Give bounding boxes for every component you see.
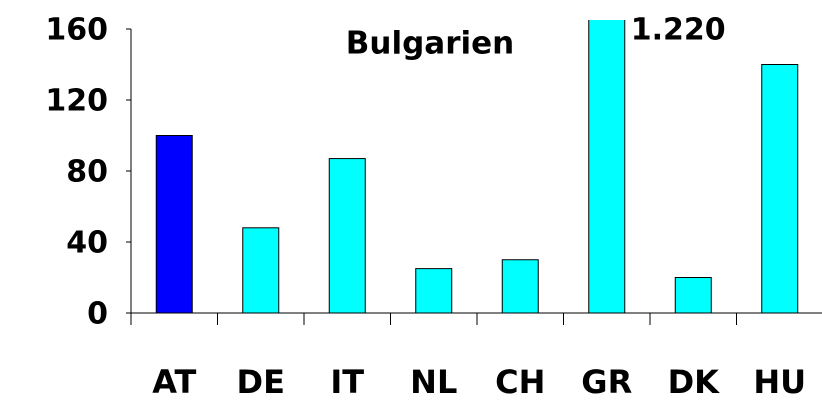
chart-title: Bulgarien bbox=[346, 26, 514, 62]
y-tick-label: 80 bbox=[66, 155, 108, 190]
x-tick-label: DK bbox=[668, 363, 721, 401]
bar bbox=[415, 268, 453, 314]
y-tick-label: 120 bbox=[45, 84, 108, 119]
bar bbox=[588, 20, 626, 314]
value-label: 1.220 bbox=[631, 13, 726, 48]
y-tick-label: 40 bbox=[66, 226, 108, 261]
bar bbox=[501, 259, 539, 314]
bar bbox=[328, 158, 366, 314]
x-tick-label: DE bbox=[237, 363, 285, 401]
x-tick-label: NL bbox=[410, 363, 457, 401]
x-tick-label: GR bbox=[581, 363, 632, 401]
bar bbox=[674, 277, 712, 314]
x-tick-label: CH bbox=[495, 363, 545, 401]
y-tick-label: 0 bbox=[87, 297, 108, 332]
bar bbox=[761, 64, 799, 314]
y-tick-label: 160 bbox=[45, 13, 108, 48]
x-tick-label: AT bbox=[152, 363, 196, 401]
bar bbox=[155, 135, 193, 314]
x-tick-label: HU bbox=[753, 363, 806, 401]
x-tick-label: IT bbox=[330, 363, 364, 401]
bar bbox=[242, 227, 280, 314]
